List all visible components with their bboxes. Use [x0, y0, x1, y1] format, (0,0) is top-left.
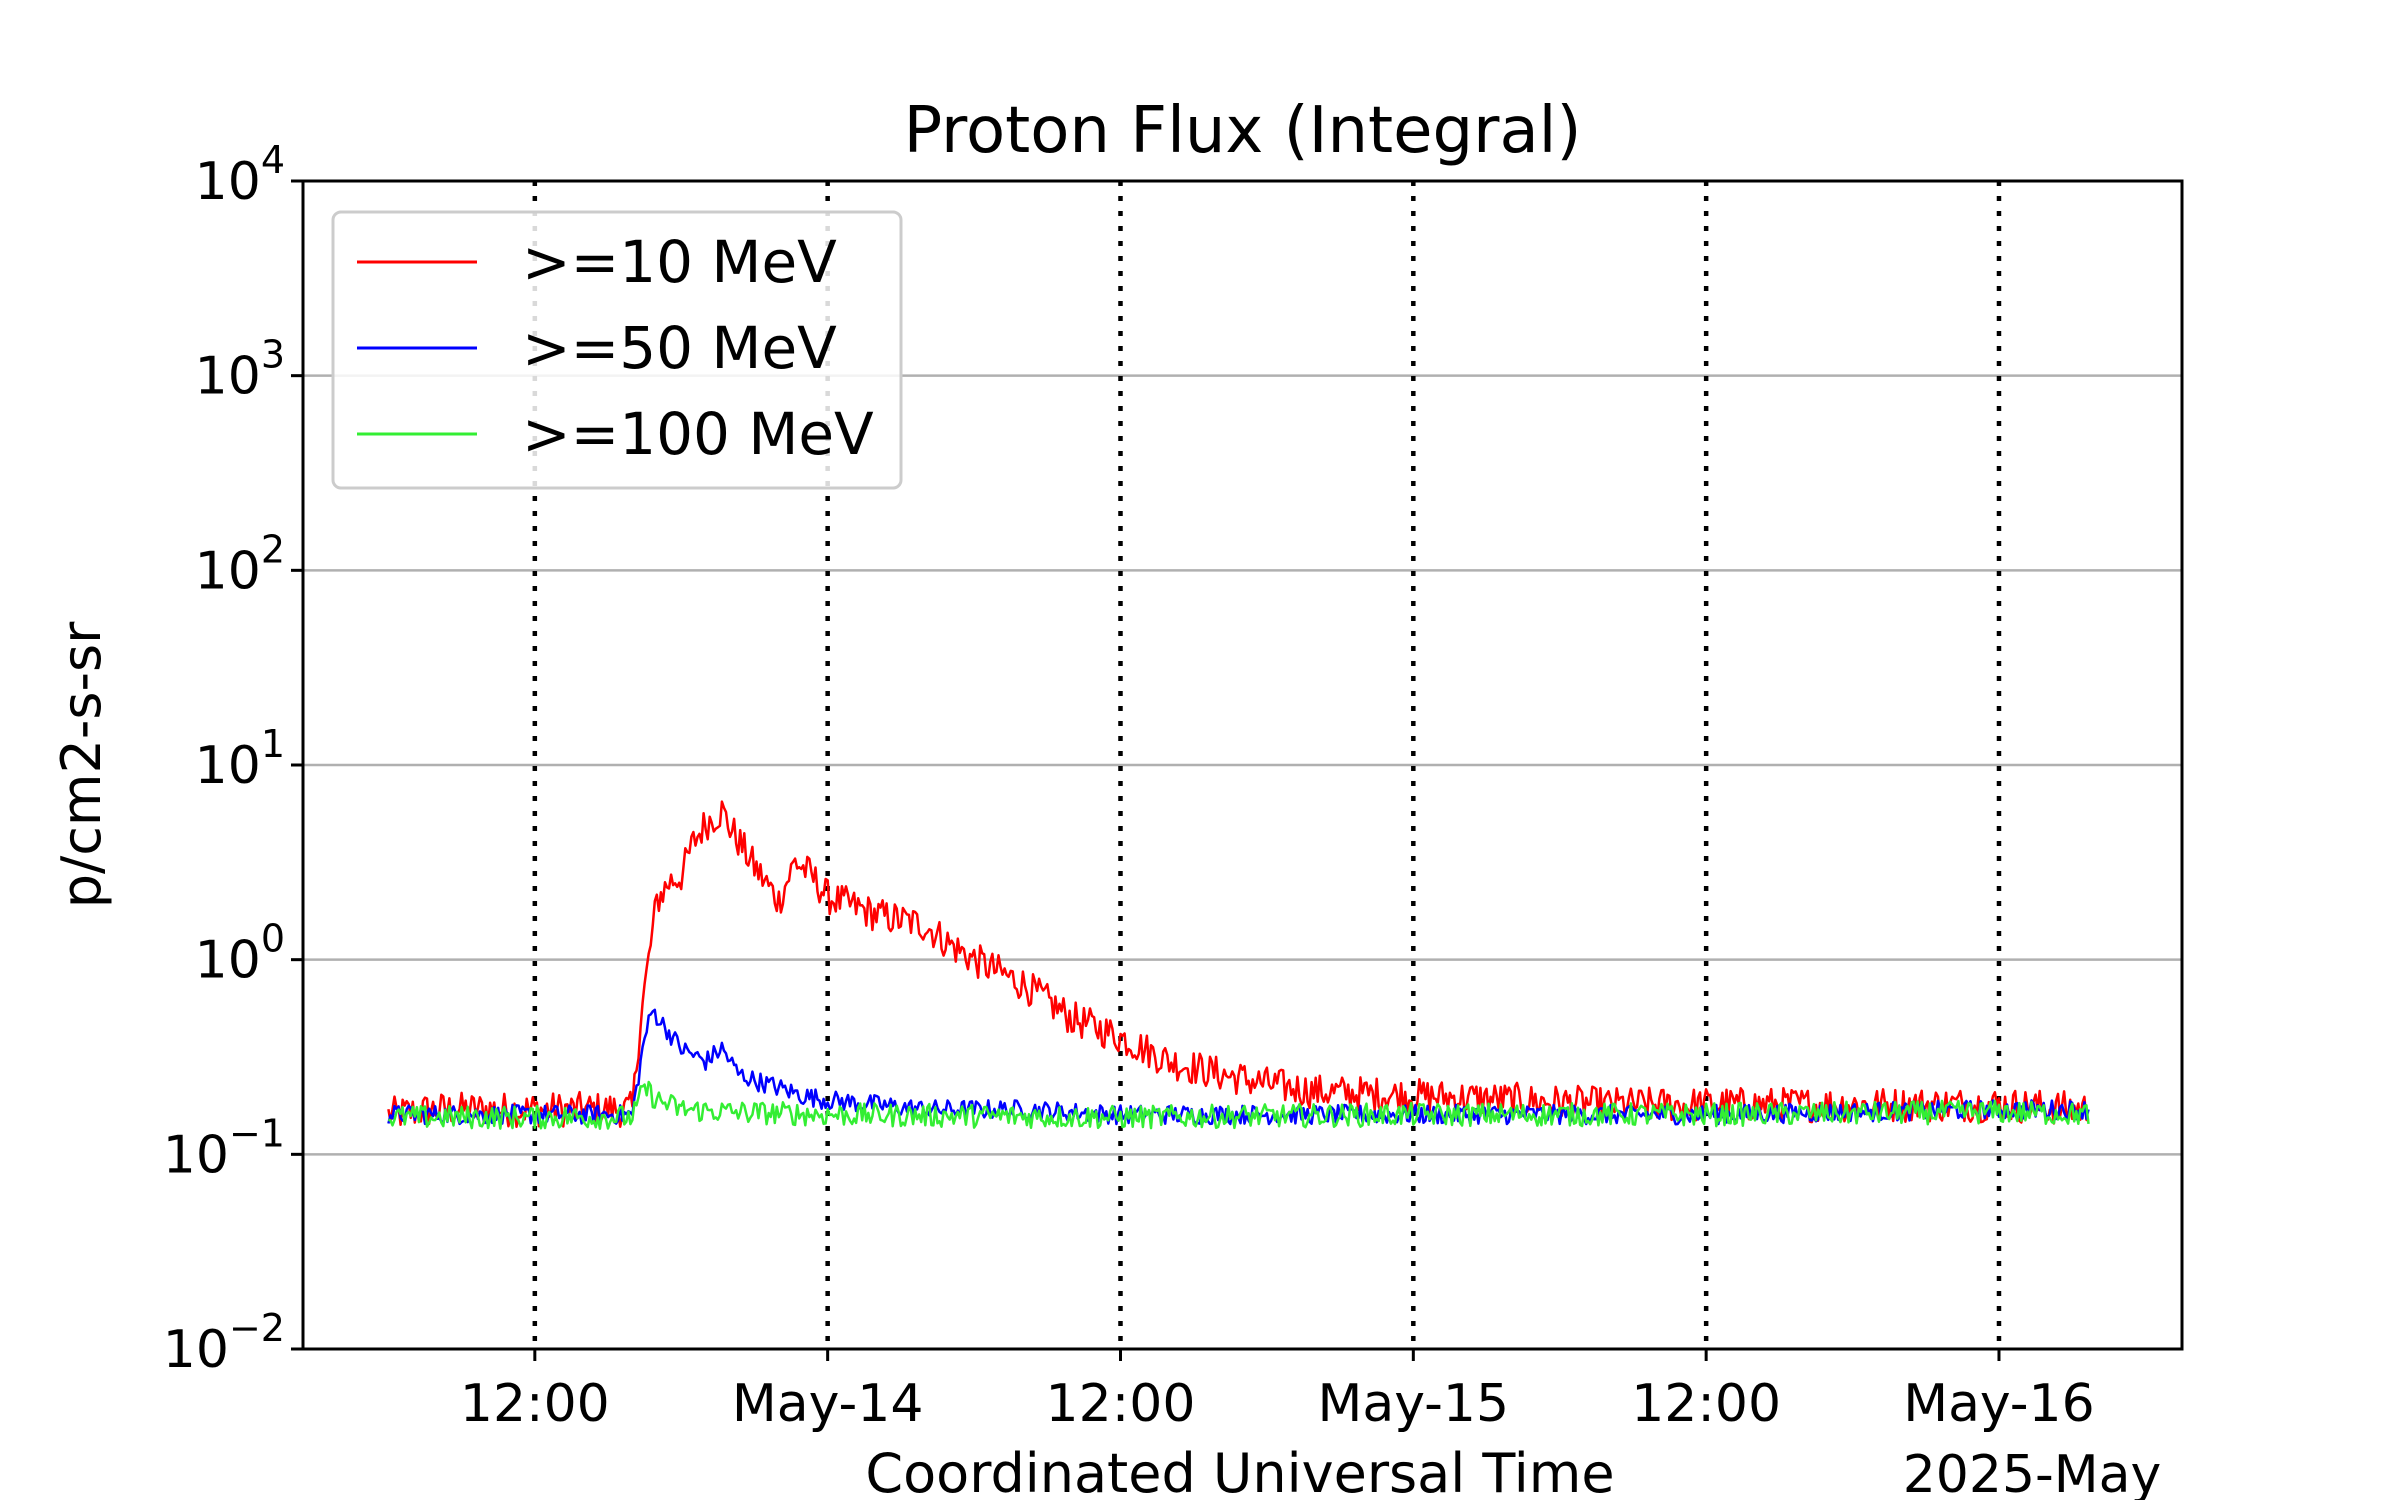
x-tick-label: May-16: [1903, 1374, 2095, 1434]
chart-title: Proton Flux (Integral): [904, 94, 1582, 168]
x-tick-label: 12:00: [1046, 1374, 1196, 1434]
series-line-1: [387, 800, 2090, 1129]
y-tick-label: 100: [195, 917, 285, 991]
year-month-label: 2025-May: [1903, 1445, 2162, 1500]
y-tick-label: 103: [195, 333, 285, 407]
series-layer: [387, 800, 2090, 1130]
x-tick-label: 12:00: [460, 1374, 610, 1434]
legend: >=10 MeV >=50 MeV >=100 MeV: [331, 210, 903, 490]
x-tick-label: 12:00: [1631, 1374, 1781, 1434]
y-tick-label: 10−2: [163, 1306, 285, 1380]
x-axis-label: Coordinated Universal Time: [865, 1442, 1614, 1500]
y-tick-label: 101: [195, 722, 285, 796]
x-tick-label: May-15: [1318, 1374, 1510, 1434]
y-tick-label: 10−1: [163, 1111, 285, 1185]
series-line-3: [387, 1080, 2090, 1130]
legend-box: [331, 210, 903, 490]
y-tick-label: 104: [195, 138, 285, 212]
legend-entry-label: >=10 MeV: [522, 228, 837, 296]
y-axis-label: p/cm2-s-sr: [50, 621, 113, 908]
ticks-layer: 10−2 10−1 100 101 102 103 104 12:00 May-14 12:00 M…: [163, 138, 2095, 1434]
legend-entry-label: >=100 MeV: [522, 400, 874, 468]
y-tick-label: 102: [195, 527, 285, 601]
x-tick-label: May-14: [732, 1374, 924, 1434]
legend-entry-label: >=50 MeV: [522, 314, 837, 382]
